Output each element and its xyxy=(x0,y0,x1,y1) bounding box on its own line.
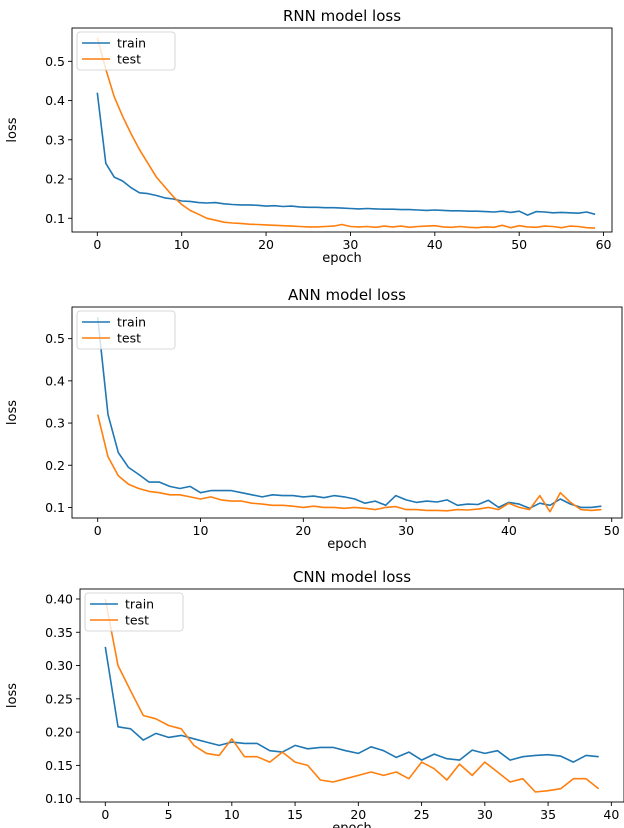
rnn-ytick-label: 0.1 xyxy=(45,211,65,226)
rnn-xtick-label: 40 xyxy=(427,237,443,252)
ann-test-line xyxy=(96,414,602,513)
cnn-xtick-label: 20 xyxy=(350,807,366,822)
ann-xtick-label: 30 xyxy=(398,523,414,538)
ann-ytick-label: 0.4 xyxy=(45,373,65,388)
ann-title: ANN model loss xyxy=(288,286,406,304)
ann-ytick-label: 0.1 xyxy=(45,500,65,515)
cnn-xtick-label: 0 xyxy=(101,807,109,822)
cnn-train-line xyxy=(104,646,599,763)
rnn-legend-box xyxy=(76,31,176,71)
cnn-xtick-label: 30 xyxy=(477,807,493,822)
rnn-xtick-label: 30 xyxy=(342,237,358,252)
cnn-xtick-label: 25 xyxy=(414,807,430,822)
cnn-ytick-label: 0.15 xyxy=(45,758,73,773)
cnn-ylabel: loss xyxy=(5,683,20,708)
rnn-xlabel: epoch xyxy=(322,251,362,266)
cnn-xtick-label: 10 xyxy=(224,807,240,822)
rnn-xtick-label: 50 xyxy=(511,237,527,252)
ann-legend-box xyxy=(76,310,176,350)
ann-xtick-label: 20 xyxy=(295,523,311,538)
rnn-legend-train-label: train xyxy=(117,36,146,51)
ann-ytick-label: 0.5 xyxy=(45,331,65,346)
cnn-xtick-label: 40 xyxy=(603,807,619,822)
rnn-xtick-label: 0 xyxy=(93,237,101,252)
cnn-legend-box xyxy=(84,592,184,632)
cnn-ytick-label: 0.40 xyxy=(45,591,73,606)
cnn-xtick-label: 15 xyxy=(287,807,303,822)
rnn-xtick-label: 10 xyxy=(174,237,190,252)
ann-xlabel: epoch xyxy=(327,537,367,552)
rnn-legend-test-label: test xyxy=(117,52,141,67)
cnn-ytick-label: 0.20 xyxy=(45,725,73,740)
ann-chart: ANN model loss 0 10 20 30 40 50 0.1 0.2 0.3 0.4 0.5… xyxy=(5,286,623,552)
ann-legend-train-label: train xyxy=(117,315,146,330)
rnn-ytick-label: 0.2 xyxy=(45,172,65,187)
ann-ytick-label: 0.3 xyxy=(45,416,65,431)
cnn-chart: CNN model loss 0 5 10 15 20 25 30 35 40 0.10 0.15 0.… xyxy=(5,568,624,828)
cnn-axes-frame xyxy=(79,588,624,803)
ann-xtick-label: 10 xyxy=(193,523,209,538)
rnn-axes-frame xyxy=(71,27,613,233)
cnn-test-line xyxy=(104,598,600,793)
rnn-test-line xyxy=(96,37,596,229)
cnn-xtick-label: 5 xyxy=(165,807,173,822)
cnn-xlabel: epoch xyxy=(332,821,372,828)
rnn-ytick-label: 0.5 xyxy=(45,54,65,69)
cnn-ytick-label: 0.35 xyxy=(45,625,73,640)
ann-ytick-label: 0.2 xyxy=(45,458,65,473)
rnn-train-line xyxy=(96,92,596,216)
cnn-title: CNN model loss xyxy=(293,568,411,586)
rnn-chart: RNN model loss 0 10 20 30 40 50 60 0.1 0.2 0.3 0.4 0… xyxy=(5,7,613,266)
ann-legend-test-label: test xyxy=(117,331,141,346)
rnn-ytick-label: 0.3 xyxy=(45,132,65,147)
cnn-ytick-label: 0.30 xyxy=(45,658,73,673)
cnn-xtick-label: 35 xyxy=(540,807,556,822)
rnn-xtick-label: 20 xyxy=(258,237,274,252)
rnn-title: RNN model loss xyxy=(283,7,401,25)
ann-xtick-label: 40 xyxy=(501,523,517,538)
rnn-xtick-label: 60 xyxy=(596,237,612,252)
ann-train-line xyxy=(96,317,602,510)
cnn-legend-test-label: test xyxy=(125,613,149,628)
ann-ylabel: loss xyxy=(5,400,20,425)
cnn-legend-train-label: train xyxy=(125,597,154,612)
cnn-ytick-label: 0.10 xyxy=(45,791,73,806)
ann-xtick-label: 0 xyxy=(94,523,102,538)
ann-axes-frame xyxy=(71,306,623,519)
cnn-ytick-label: 0.25 xyxy=(45,691,73,706)
ann-xtick-label: 50 xyxy=(604,523,620,538)
rnn-ylabel: loss xyxy=(5,117,20,142)
rnn-ytick-label: 0.4 xyxy=(45,93,65,108)
